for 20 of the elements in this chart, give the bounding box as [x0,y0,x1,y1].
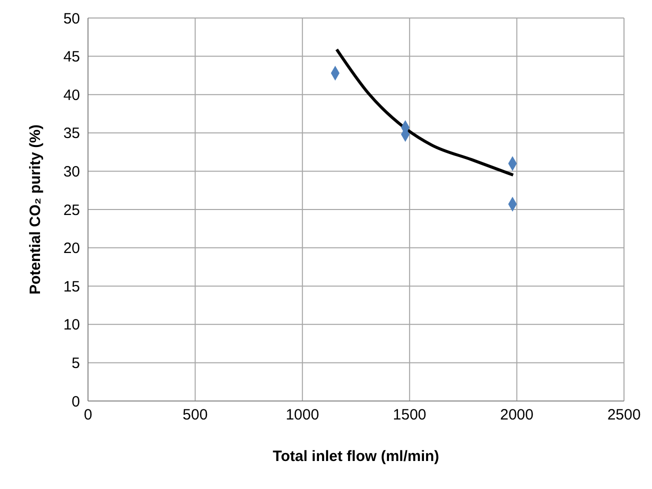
y-tick-label: 5 [72,355,80,372]
y-tick-label: 40 [63,86,80,104]
y-tick-label: 15 [63,278,80,296]
y-tick-label: 0 [72,393,80,410]
x-axis-title: Total inlet flow (ml/min) [272,448,440,465]
x-tick-label: 2500 [607,406,641,424]
y-tick-label: 20 [63,240,80,258]
line-series [335,48,515,177]
x-tick-label: 1000 [286,406,320,424]
y-tick-label: 35 [63,125,80,142]
y-tick-label: 45 [63,48,80,66]
y-tick-label: 30 [63,164,80,181]
x-tick-label: 0 [84,406,92,424]
x-tick-label: 1500 [392,406,426,424]
y-tick-label: 10 [63,316,80,334]
y-tick-label: 50 [63,10,80,28]
x-tick-label: 2000 [500,406,534,424]
y-tick-label: 25 [63,202,80,219]
y-axis-title: Potential CO₂ purity (%) [27,124,44,295]
x-tick-label: 500 [182,406,208,424]
